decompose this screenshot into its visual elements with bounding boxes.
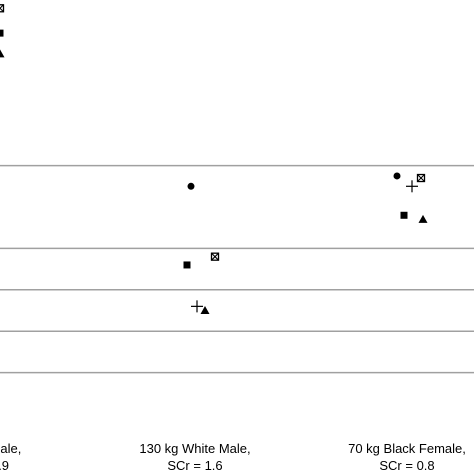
marker-triangle-0 xyxy=(0,49,5,58)
x-tick-label-2-line1: 70 kg Black Female, xyxy=(348,441,466,456)
marker-plus-2 xyxy=(406,180,418,193)
marker-triangle-1 xyxy=(200,306,210,314)
x-tick-label-2-line2: SCr = 0.8 xyxy=(379,458,434,473)
marker-square-1 xyxy=(183,261,191,269)
marker-square-0 xyxy=(0,29,4,37)
x-tick-label-0-line2: 0.9 xyxy=(0,458,9,473)
gridlines xyxy=(0,164,474,374)
x-tick-label-1-line2: SCr = 1.6 xyxy=(167,458,222,473)
marker-plus-1 xyxy=(191,300,203,313)
marker-square-x-2 xyxy=(416,173,426,183)
marker-circle-2 xyxy=(393,172,401,180)
marker-triangle-2 xyxy=(418,214,428,223)
marker-square-x-1 xyxy=(210,252,220,261)
x-tick-label-1-line1: 130 kg White Male, xyxy=(139,441,250,456)
marker-circle-1 xyxy=(187,182,195,190)
x-tick-label-0-line1: e Male, xyxy=(0,441,21,456)
data-markers xyxy=(0,4,428,314)
marker-square-2 xyxy=(400,211,408,219)
marker-square-x-0 xyxy=(0,4,5,13)
x-tick-labels: e Male, 0.9 130 kg White Male, SCr = 1.6 70 … xyxy=(0,441,466,473)
